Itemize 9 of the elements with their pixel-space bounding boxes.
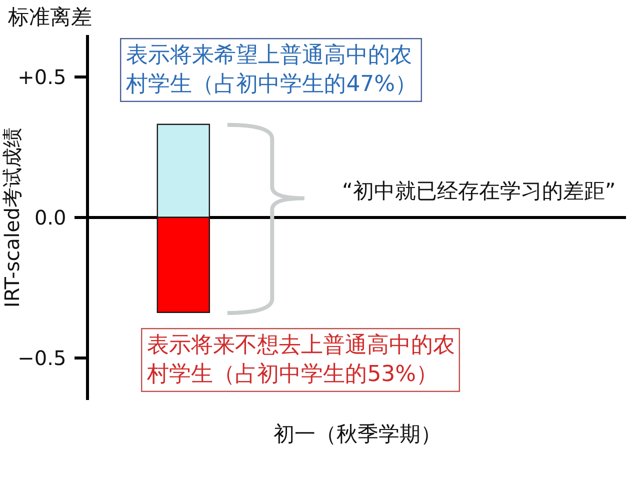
annotation: 表示将来不想去上普通高中的农村学生（占初中学生的53%） (146, 333, 456, 387)
y-axis-title: IRT-scaled考试成绩 (0, 127, 24, 308)
y-tick-label: −0.5 (18, 346, 66, 370)
text: 标准离差 (7, 5, 92, 29)
x-axis-title: 初一（秋季学期） (274, 422, 442, 446)
annotation: “初中就已经存在学习的差距” (342, 179, 616, 203)
y-tick-label: 0.0 (34, 206, 66, 230)
annotation: 表示将来希望上普通高中的农村学生（占初中学生的47%） (125, 43, 418, 97)
y-tick-label: +0.5 (18, 65, 66, 90)
